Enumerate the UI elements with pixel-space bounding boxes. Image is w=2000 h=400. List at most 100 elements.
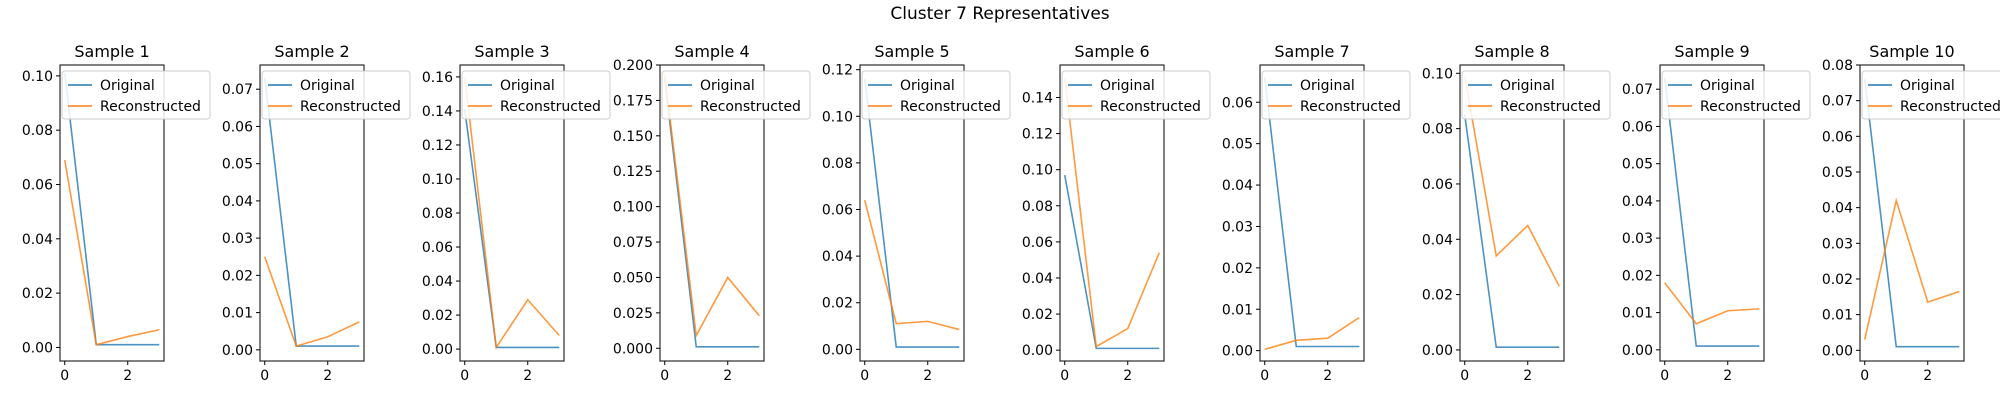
y-tick-label: 0.05 — [222, 157, 253, 173]
x-tick-label: 2 — [1523, 368, 1532, 384]
legend: Original Reconstructed — [1661, 70, 1811, 120]
x-tick-label: 2 — [323, 368, 332, 384]
subplot-4: Sample 4 0.000 0.025 0.050 0.075 0.100 0.125 0.… — [613, 42, 811, 384]
y-tick-label: 0.14 — [1022, 90, 1053, 106]
series-line-reconstructed — [1264, 316, 1360, 351]
series-line-reconstructed — [1863, 197, 1960, 340]
series-line-original — [863, 78, 960, 348]
y-tick-label: 0.06 — [822, 203, 853, 219]
x-tick-label: 2 — [1123, 368, 1132, 384]
y-tick-label: 0.06 — [1622, 119, 1653, 135]
subplot-title: Sample 2 — [274, 42, 349, 61]
y-tick-label: 0.08 — [1822, 58, 1853, 74]
subplot-9: Sample 9 0.00 0.01 0.02 0.03 0.04 0.05 0.06 0.07… — [1622, 42, 1811, 384]
y-tick-label: 0.03 — [1822, 236, 1853, 252]
y-tick-label: 0.01 — [222, 306, 253, 322]
x-tick-label: 0 — [1460, 368, 1469, 384]
x-tick-label: 0 — [860, 368, 869, 384]
y-tick-label: 0.14 — [422, 104, 453, 120]
subplot-5: Sample 5 0.00 0.02 0.04 0.06 0.08 0.10 0.12 0 2 Or… — [822, 42, 1011, 384]
series-line-reconstructed — [863, 199, 960, 331]
y-tick-label: 0.150 — [613, 129, 653, 145]
legend-label-reconstructed: Reconstructed — [1900, 99, 2000, 115]
y-tick-label: 0.00 — [422, 342, 453, 358]
y-tick-label: 0.04 — [1222, 178, 1253, 194]
legend-box — [461, 70, 611, 120]
subplot-10: Sample 10 0.00 0.01 0.02 0.03 0.04 0.05 0.06 0.0… — [1822, 42, 2000, 384]
y-tick-label: 0.02 — [22, 286, 53, 302]
y-tick-label: 0.10 — [822, 109, 853, 125]
legend: Original Reconstructed — [61, 70, 211, 120]
legend-box — [661, 70, 811, 120]
y-tick-label: 0.10 — [1022, 163, 1053, 179]
subplot-7: Sample 7 0.00 0.01 0.02 0.03 0.04 0.05 0.06 0 2 Or… — [1222, 42, 1411, 384]
legend-label-original: Original — [1900, 78, 1955, 94]
y-tick-label: 0.10 — [22, 69, 53, 85]
axes-frame — [1859, 64, 1965, 362]
series-line-reconstructed — [663, 74, 760, 339]
y-tick-label: 0.05 — [1822, 165, 1853, 181]
y-tick-label: 0.03 — [1622, 231, 1653, 247]
y-tick-label: 0.100 — [613, 200, 653, 216]
legend: Original Reconstructed — [461, 70, 611, 120]
y-tick-label: 0.10 — [1422, 66, 1453, 82]
y-tick-label: 0.200 — [613, 58, 653, 74]
legend-label-reconstructed: Reconstructed — [1700, 99, 1801, 115]
subplot-title: Sample 4 — [674, 42, 749, 61]
y-tick-label: 0.075 — [613, 235, 653, 251]
legend: Original Reconstructed — [261, 70, 411, 120]
y-tick-label: 0.175 — [613, 93, 653, 109]
subplot-title: Sample 3 — [474, 42, 549, 61]
y-tick-label: 0.04 — [822, 249, 853, 265]
subplot-8: Sample 8 0.00 0.02 0.04 0.06 0.08 0.10 0 2 Origin… — [1422, 42, 1611, 384]
subplot-title: Sample 10 — [1869, 42, 1954, 61]
y-tick-label: 0.02 — [222, 268, 253, 284]
x-tick-label: 0 — [460, 368, 469, 384]
y-tick-label: 0.04 — [22, 232, 53, 248]
x-tick-label: 2 — [1923, 368, 1932, 384]
legend-label-original: Original — [1700, 78, 1755, 94]
legend: Original Reconstructed — [1061, 70, 1211, 120]
subplot-title: Sample 5 — [874, 42, 949, 61]
legend-box — [1061, 70, 1211, 120]
series-line-original — [1063, 174, 1160, 350]
legend-box — [1261, 70, 1411, 120]
axes-frame — [59, 64, 165, 362]
x-tick-label: 0 — [1860, 368, 1869, 384]
y-tick-label: 0.050 — [613, 270, 653, 286]
subplot-6: Sample 6 0.00 0.02 0.04 0.06 0.08 0.10 0.12 0.14… — [1022, 42, 1211, 384]
x-tick-label: 2 — [123, 368, 132, 384]
y-tick-label: 0.10 — [422, 172, 453, 188]
legend-label-original: Original — [1100, 78, 1155, 94]
legend-box — [1861, 70, 2000, 120]
y-tick-label: 0.12 — [422, 138, 453, 154]
y-tick-label: 0.08 — [22, 123, 53, 139]
series-line-original — [463, 109, 560, 349]
y-tick-label: 0.03 — [1222, 219, 1253, 235]
series-line-original — [1263, 77, 1360, 348]
series-line-original — [263, 77, 360, 347]
legend-label-reconstructed: Reconstructed — [900, 99, 1001, 115]
series-line-reconstructed — [263, 256, 360, 348]
axes-frame — [1659, 64, 1765, 362]
y-tick-label: 0.02 — [822, 296, 853, 312]
y-tick-label: 0.08 — [1022, 199, 1053, 215]
y-tick-label: 0.025 — [613, 306, 653, 322]
x-tick-label: 2 — [1723, 368, 1732, 384]
series-line-original — [1863, 79, 1960, 348]
y-tick-label: 0.02 — [1622, 268, 1653, 284]
series-line-original — [663, 79, 760, 348]
legend-label-original: Original — [500, 78, 555, 94]
legend-box — [61, 70, 211, 120]
legend-label-reconstructed: Reconstructed — [700, 99, 801, 115]
subplot-title: Sample 6 — [1074, 42, 1149, 61]
y-tick-label: 0.00 — [1022, 343, 1053, 359]
y-tick-label: 0.04 — [222, 194, 253, 210]
axes-frame — [1059, 64, 1165, 362]
x-tick-label: 2 — [723, 368, 732, 384]
y-tick-label: 0.02 — [422, 308, 453, 324]
subplot-title: Sample 8 — [1474, 42, 1549, 61]
legend-label-original: Original — [700, 78, 755, 94]
subplot-title: Sample 7 — [1274, 42, 1349, 61]
